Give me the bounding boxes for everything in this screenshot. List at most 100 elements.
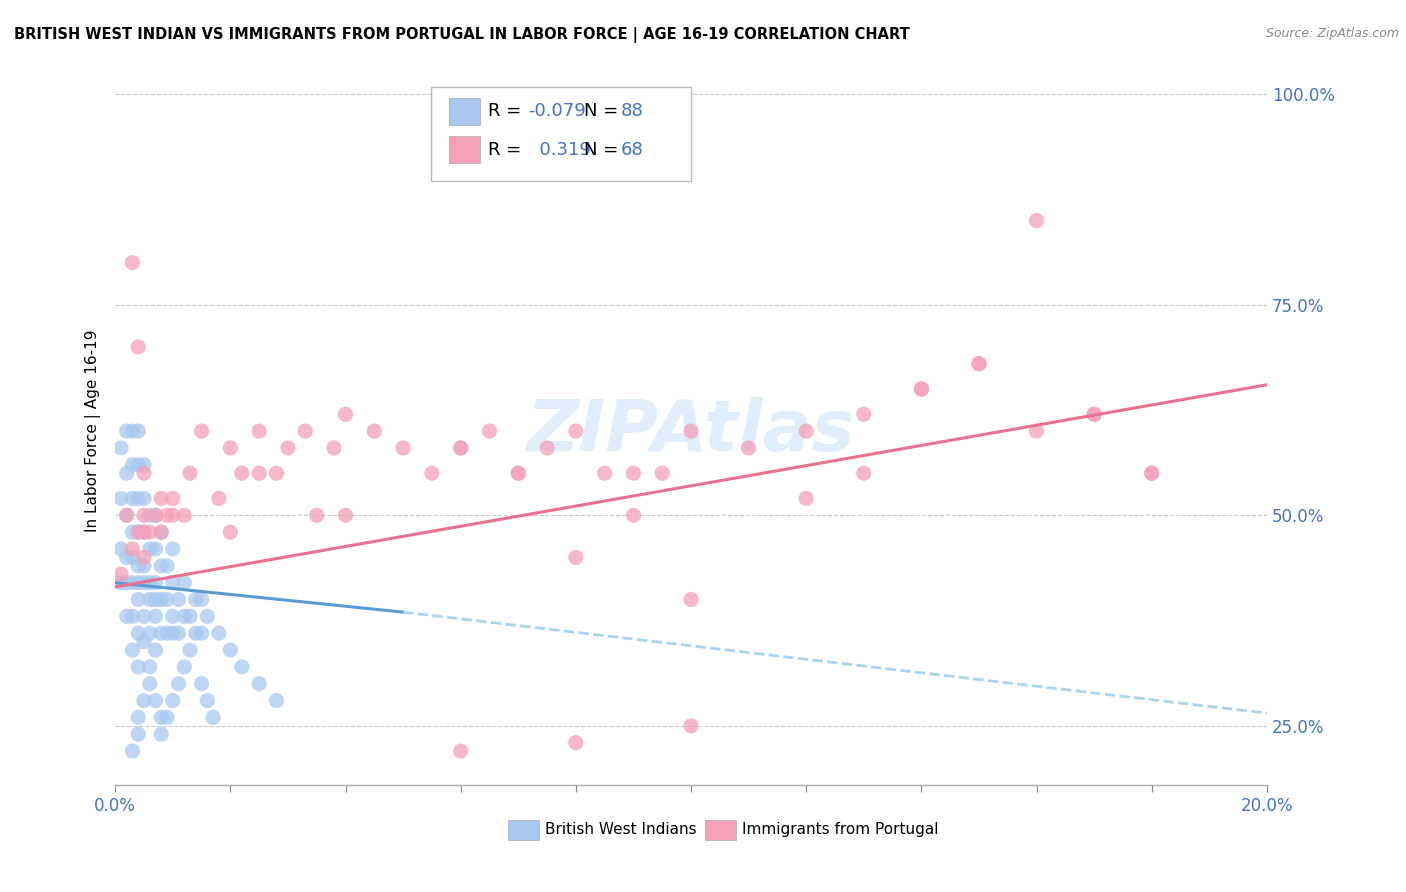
Point xyxy=(150,592,173,607)
Point xyxy=(593,466,616,480)
Text: 0.319: 0.319 xyxy=(527,141,591,159)
Point xyxy=(145,541,167,556)
Point xyxy=(121,550,143,565)
Point xyxy=(162,693,184,707)
Point xyxy=(121,541,143,556)
Point xyxy=(132,525,155,540)
Point xyxy=(139,541,162,556)
Text: N =: N = xyxy=(583,103,619,120)
Point xyxy=(127,592,149,607)
Point xyxy=(179,609,201,624)
Point xyxy=(145,643,167,657)
Point xyxy=(150,626,173,640)
Point xyxy=(139,592,162,607)
Point xyxy=(167,676,190,690)
Point xyxy=(110,491,132,506)
Point xyxy=(127,340,149,354)
Point xyxy=(173,508,195,523)
Point xyxy=(150,558,173,573)
Point xyxy=(679,424,702,438)
Text: R =: R = xyxy=(488,141,522,159)
Point xyxy=(145,693,167,707)
Point xyxy=(167,592,190,607)
Point xyxy=(173,660,195,674)
Text: 88: 88 xyxy=(620,103,643,120)
Point xyxy=(1025,424,1047,438)
Point xyxy=(115,550,138,565)
Point xyxy=(139,525,162,540)
Point xyxy=(478,424,501,438)
Point xyxy=(679,719,702,733)
Point xyxy=(132,575,155,590)
Point xyxy=(231,466,253,480)
Point xyxy=(173,609,195,624)
Point xyxy=(910,382,932,396)
Point xyxy=(450,744,472,758)
Point xyxy=(219,643,242,657)
Point xyxy=(127,575,149,590)
Point xyxy=(121,643,143,657)
Text: R =: R = xyxy=(488,103,522,120)
Point xyxy=(852,407,875,421)
Point xyxy=(127,626,149,640)
Point xyxy=(363,424,385,438)
Point xyxy=(266,693,288,707)
Point xyxy=(335,407,357,421)
Point xyxy=(967,357,990,371)
Point xyxy=(335,508,357,523)
Point xyxy=(132,634,155,648)
Text: British West Indians: British West Indians xyxy=(544,822,696,837)
Point xyxy=(121,458,143,472)
Point xyxy=(202,710,225,724)
Point xyxy=(508,466,530,480)
Point xyxy=(1083,407,1105,421)
Point xyxy=(190,592,212,607)
Point xyxy=(121,609,143,624)
Point xyxy=(565,424,588,438)
Point xyxy=(910,382,932,396)
Point xyxy=(156,710,179,724)
Point xyxy=(132,693,155,707)
Point xyxy=(121,491,143,506)
Point xyxy=(247,466,270,480)
Point xyxy=(115,508,138,523)
Point xyxy=(132,491,155,506)
Point xyxy=(162,491,184,506)
Point xyxy=(139,676,162,690)
Point xyxy=(132,609,155,624)
Point xyxy=(115,508,138,523)
Point xyxy=(139,626,162,640)
Point xyxy=(450,441,472,455)
Point xyxy=(121,575,143,590)
Point xyxy=(679,592,702,607)
Point xyxy=(127,424,149,438)
Point xyxy=(132,525,155,540)
Point xyxy=(127,710,149,724)
Point xyxy=(179,643,201,657)
Point xyxy=(508,466,530,480)
Point xyxy=(208,491,231,506)
Point xyxy=(150,525,173,540)
Text: N =: N = xyxy=(583,141,619,159)
Point xyxy=(277,441,299,455)
Point xyxy=(145,575,167,590)
Point xyxy=(190,676,212,690)
Point xyxy=(150,525,173,540)
Text: -0.079: -0.079 xyxy=(527,103,585,120)
Point xyxy=(184,626,207,640)
Point xyxy=(173,575,195,590)
Point xyxy=(219,525,242,540)
Point xyxy=(145,592,167,607)
Point xyxy=(115,466,138,480)
Point xyxy=(156,592,179,607)
Point xyxy=(127,727,149,741)
Point xyxy=(1025,213,1047,227)
Point xyxy=(231,660,253,674)
Point xyxy=(139,660,162,674)
Point xyxy=(208,626,231,640)
Point xyxy=(132,558,155,573)
Point xyxy=(195,693,218,707)
Point xyxy=(139,575,162,590)
Point xyxy=(651,466,673,480)
Text: Source: ZipAtlas.com: Source: ZipAtlas.com xyxy=(1265,27,1399,40)
